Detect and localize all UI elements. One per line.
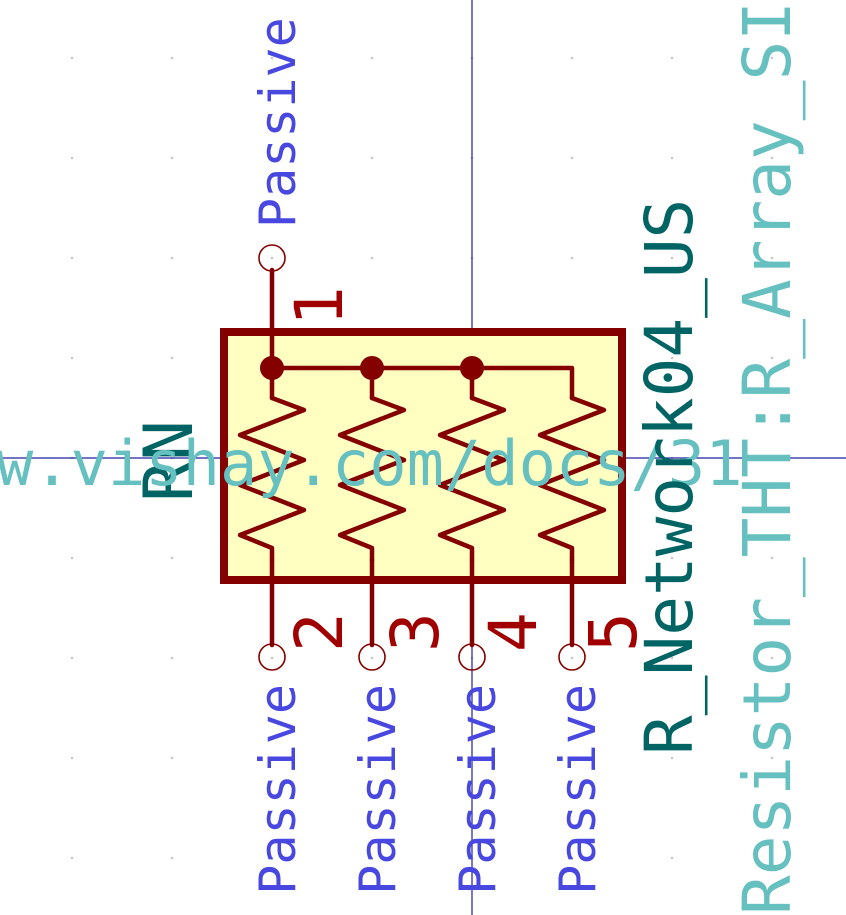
grid-dot bbox=[70, 656, 74, 660]
grid-dot bbox=[670, 156, 674, 160]
pin-3-type: Passive bbox=[349, 684, 407, 895]
resistor-2-zigzag bbox=[337, 395, 407, 563]
grid-dot bbox=[70, 256, 74, 260]
pin-5-type: Passive bbox=[549, 684, 607, 895]
grid-dot bbox=[270, 756, 274, 760]
pin-1-number: 1 bbox=[281, 286, 358, 326]
pin-3-number: 3 bbox=[377, 612, 454, 652]
pin-4-type: Passive bbox=[449, 684, 507, 895]
grid-dot bbox=[70, 56, 74, 60]
grid-dot bbox=[670, 356, 674, 360]
grid-dot bbox=[670, 856, 674, 860]
grid-dot bbox=[770, 656, 774, 660]
grid-dot bbox=[270, 656, 274, 660]
grid-dot bbox=[70, 356, 74, 360]
junction-dot bbox=[260, 356, 284, 380]
grid-dot bbox=[570, 756, 574, 760]
grid-dot bbox=[370, 256, 374, 260]
pin-3-end-marker[interactable] bbox=[358, 643, 386, 671]
grid-dot bbox=[670, 556, 674, 560]
grid-dot bbox=[770, 356, 774, 360]
grid-dot bbox=[170, 56, 174, 60]
pin-4-end-marker[interactable] bbox=[458, 643, 486, 671]
footprint-field[interactable]: Resistor_THT:R_Array_SIP5 bbox=[729, 0, 806, 915]
symbol-body-outline bbox=[220, 328, 626, 584]
grid-dot bbox=[70, 856, 74, 860]
grid-dot bbox=[70, 156, 74, 160]
grid-dot bbox=[770, 156, 774, 160]
grid-dot bbox=[170, 356, 174, 360]
grid-dot bbox=[770, 856, 774, 860]
grid-dot bbox=[770, 256, 774, 260]
grid-dot bbox=[370, 56, 374, 60]
pin-lines bbox=[269, 267, 575, 648]
grid-dot bbox=[570, 256, 574, 260]
grid-dot bbox=[270, 856, 274, 860]
grid-dot bbox=[270, 256, 274, 260]
pin-1-type: Passive bbox=[249, 17, 307, 228]
pin-end-markers bbox=[258, 244, 586, 671]
pin-numbers: 1 2 3 4 5 bbox=[281, 286, 652, 652]
pin-5-number: 5 bbox=[575, 612, 652, 652]
grid-dot bbox=[170, 856, 174, 860]
pin-4-number: 4 bbox=[475, 612, 552, 652]
grid-dot bbox=[670, 56, 674, 60]
grid-dot bbox=[770, 556, 774, 560]
grid-dot bbox=[170, 556, 174, 560]
grid-dot bbox=[570, 56, 574, 60]
grid-dot bbox=[70, 756, 74, 760]
grid-dot bbox=[270, 156, 274, 160]
junction-dot bbox=[360, 356, 384, 380]
pin-types: Passive Passive Passive Passive Passive bbox=[249, 17, 607, 894]
pin-2-end-marker[interactable] bbox=[258, 643, 286, 671]
grid-dot bbox=[170, 256, 174, 260]
grid-dot bbox=[670, 656, 674, 660]
grid-dot bbox=[370, 156, 374, 160]
pin-1-end-marker[interactable] bbox=[258, 244, 286, 272]
grid-dot bbox=[770, 56, 774, 60]
grid-dot bbox=[270, 56, 274, 60]
grid-dot bbox=[370, 856, 374, 860]
grid-dot bbox=[670, 756, 674, 760]
grid-dot bbox=[370, 756, 374, 760]
datasheet-field[interactable]: w.vishay.com/docs/31 bbox=[0, 427, 743, 500]
resistor-3-zigzag bbox=[437, 395, 507, 563]
grid-dot bbox=[770, 756, 774, 760]
reference-designator[interactable]: RN bbox=[130, 420, 209, 502]
resistor-4-zigzag bbox=[537, 395, 607, 563]
pin-2-type: Passive bbox=[249, 684, 307, 895]
value-field[interactable]: R_Network04_US bbox=[631, 199, 708, 755]
pin-5-end-marker[interactable] bbox=[558, 643, 586, 671]
grid-dot bbox=[370, 656, 374, 660]
grid-dot bbox=[170, 656, 174, 660]
grid-dot bbox=[170, 156, 174, 160]
junction-dot bbox=[460, 356, 484, 380]
junctions bbox=[260, 356, 484, 380]
grid-dot bbox=[670, 256, 674, 260]
grid-dot bbox=[570, 156, 574, 160]
resistor-1-zigzag bbox=[237, 395, 307, 563]
grid-dot bbox=[570, 656, 574, 660]
pin-2-number: 2 bbox=[281, 612, 358, 652]
grid-dot bbox=[70, 556, 74, 560]
grid-dot bbox=[570, 856, 574, 860]
grid-dot bbox=[170, 756, 174, 760]
